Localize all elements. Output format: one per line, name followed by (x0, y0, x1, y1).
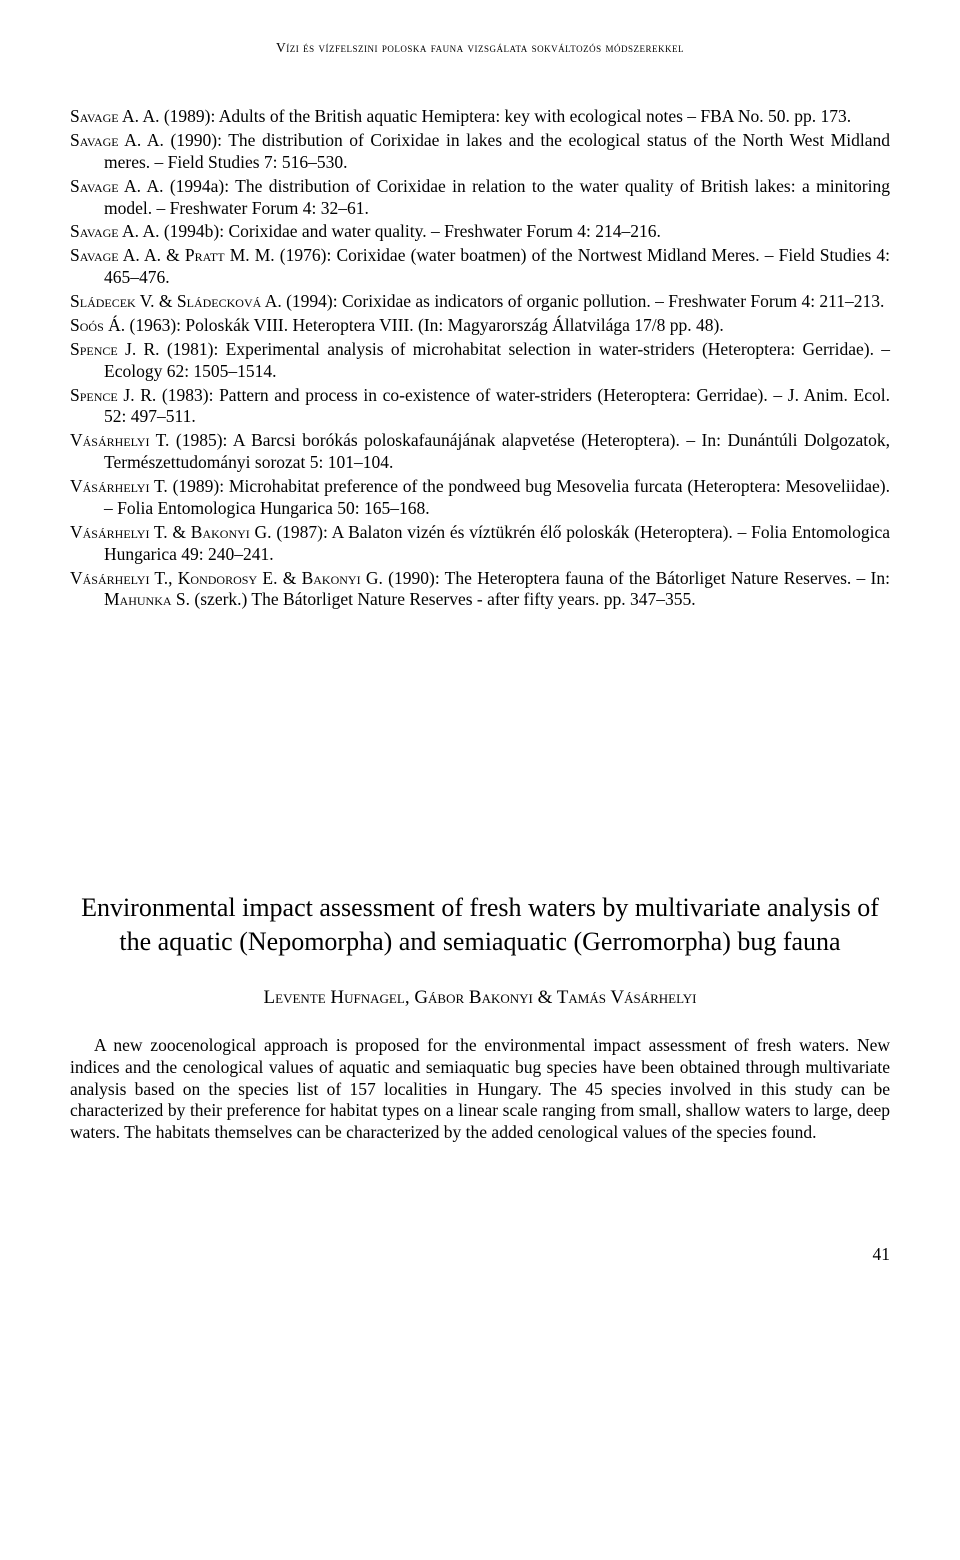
reference-item: Savage A. A. & Pratt M. M. (1976): Corix… (70, 245, 890, 289)
reference-item: Savage A. A. (1994b): Corixidae and wate… (70, 221, 890, 243)
reference-item: Savage A. A. (1989): Adults of the Briti… (70, 106, 890, 128)
ref-text: (1989): Microhabitat preference of the p… (104, 476, 890, 518)
reference-item: Savage A. A. (1994a): The distribution o… (70, 176, 890, 220)
reference-item: Vásárhelyi T. (1985): A Barcsi borókás p… (70, 430, 890, 474)
ref-author: Spence J. R. (70, 339, 160, 359)
article-title: Environmental impact assessment of fresh… (70, 891, 890, 959)
ref-author: Savage A. A. (70, 106, 159, 126)
ref-author: Vásárhelyi T. (70, 476, 168, 496)
ref-text: (1994a): The distribution of Corixidae i… (104, 176, 890, 218)
ref-text: (1985): A Barcsi borókás poloskafaunáján… (104, 430, 890, 472)
article-abstract: A new zoocenological approach is propose… (70, 1035, 890, 1144)
running-header: Vízi és vízfelszini poloska fauna vizsgá… (70, 40, 890, 56)
ref-author: Savage A. A. (70, 176, 163, 196)
ref-text: (1989): Adults of the British aquatic He… (159, 106, 851, 126)
ref-author-2: Mahunka S. (104, 589, 190, 609)
reference-item: Soós Á. (1963): Poloskák VIII. Heteropte… (70, 315, 890, 337)
ref-text: (1990): The distribution of Corixidae in… (104, 130, 890, 172)
reference-item: Sládecek V. & Sládecková A. (1994): Cori… (70, 291, 890, 313)
ref-text: (1994): Corixidae as indicators of organ… (282, 291, 885, 311)
ref-text: (1990): The Heteroptera fauna of the Bát… (383, 568, 890, 588)
ref-author: Vásárhelyi T. & Bakonyi G. (70, 522, 272, 542)
ref-author: Vásárhelyi T., Kondorosy E. & Bakonyi G. (70, 568, 383, 588)
reference-item: Savage A. A. (1990): The distribution of… (70, 130, 890, 174)
ref-author: Spence J. R. (70, 385, 156, 405)
reference-item: Spence J. R. (1981): Experimental analys… (70, 339, 890, 383)
page-number: 41 (70, 1244, 890, 1265)
ref-author: Soós Á. (70, 315, 125, 335)
ref-author: Sládecek V. & Sládecková A. (70, 291, 282, 311)
ref-text: (1981): Experimental analysis of microha… (104, 339, 890, 381)
ref-author: Savage A. A. (70, 130, 164, 150)
reference-item: Spence J. R. (1983): Pattern and process… (70, 385, 890, 429)
article-authors: Levente Hufnagel, Gábor Bakonyi & Tamás … (70, 987, 890, 1009)
ref-author: Savage A. A. (70, 221, 159, 241)
reference-item: Vásárhelyi T. (1989): Microhabitat prefe… (70, 476, 890, 520)
ref-author: Savage A. A. & Pratt M. M. (70, 245, 275, 265)
ref-author: Vásárhelyi T. (70, 430, 169, 450)
ref-text: (1983): Pattern and process in co-existe… (104, 385, 890, 427)
references-list: Savage A. A. (1989): Adults of the Briti… (70, 106, 890, 611)
ref-text: (1963): Poloskák VIII. Heteroptera VIII.… (125, 315, 724, 335)
page-container: Vízi és vízfelszini poloska fauna vizsgá… (0, 0, 960, 1305)
reference-item: Vásárhelyi T., Kondorosy E. & Bakonyi G.… (70, 568, 890, 612)
ref-text: (1994b): Corixidae and water quality. – … (159, 221, 660, 241)
reference-item: Vásárhelyi T. & Bakonyi G. (1987): A Bal… (70, 522, 890, 566)
title-block: Environmental impact assessment of fresh… (70, 891, 890, 1009)
ref-text-2: (szerk.) The Bátorliget Nature Reserves … (190, 589, 696, 609)
